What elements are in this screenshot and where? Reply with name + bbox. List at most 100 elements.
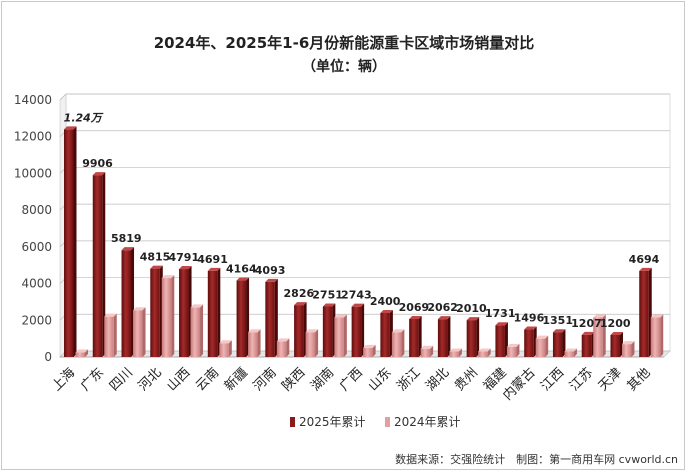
- x-tick-label: 山东: [366, 365, 395, 394]
- bar-2025-side: [447, 316, 451, 357]
- data-label: 4694: [629, 253, 660, 266]
- bar-2024-side: [573, 348, 577, 357]
- bar-2025-top: [351, 303, 365, 307]
- x-tick-label: 上海: [49, 365, 78, 394]
- bar-2024: [305, 332, 316, 357]
- bar-2025-top: [409, 316, 422, 320]
- data-label: 2400: [370, 295, 401, 308]
- bar-2024-side: [487, 348, 491, 357]
- bar-2024: [420, 348, 431, 357]
- bar-2024-side: [343, 314, 347, 357]
- x-tick-label: 广东: [78, 365, 107, 394]
- bar-2025-side: [562, 329, 566, 357]
- data-label: 4093: [255, 264, 286, 277]
- data-label: 1200: [600, 317, 631, 330]
- bar-2024-top: [219, 340, 232, 344]
- x-tick-label: 江苏: [566, 365, 596, 395]
- y-tick-label: 2000: [21, 313, 52, 327]
- x-tick-label: 江西: [538, 365, 567, 394]
- bar-2025-side: [476, 317, 480, 357]
- bar-2024: [363, 347, 373, 357]
- bar-2024-side: [257, 329, 261, 357]
- x-tick-label: 广西: [337, 365, 366, 394]
- bar-2024-side: [85, 349, 88, 357]
- bar-2025-top: [150, 265, 163, 269]
- bar-2025: [150, 268, 160, 357]
- bar-2025: [207, 270, 218, 357]
- bar-2024: [506, 346, 517, 357]
- bar-2025-top: [639, 267, 652, 271]
- bar-2024-side: [401, 329, 405, 357]
- bar-2024-side: [602, 314, 606, 357]
- bar-2024-top: [305, 329, 319, 333]
- bar-2025: [64, 129, 74, 357]
- bar-2025-top: [294, 302, 307, 306]
- y-tick-label: 12000: [14, 130, 52, 144]
- x-tick-label: 河北: [136, 365, 165, 394]
- bar-2025: [179, 269, 189, 357]
- x-tick-label: 贵州: [452, 365, 481, 394]
- data-label: 2062: [427, 301, 458, 314]
- data-label: 1207: [571, 317, 602, 330]
- data-label: 1.24万: [64, 111, 104, 124]
- bar-2024-side: [660, 314, 664, 357]
- bar-2024-side: [315, 329, 319, 357]
- bar-2025: [351, 306, 362, 357]
- data-label: 4791: [168, 251, 199, 264]
- bar-2024-top: [420, 345, 434, 349]
- bar-2025-side: [73, 126, 77, 357]
- bar-2024-side: [228, 340, 232, 357]
- bar-2025-top: [236, 277, 250, 281]
- bar-2025-top: [322, 303, 336, 307]
- bar-2025-top: [610, 331, 623, 335]
- bar-2024: [104, 316, 114, 357]
- bar-2024-top: [593, 314, 606, 318]
- bar-2024: [133, 310, 143, 357]
- data-label: 2010: [456, 302, 487, 315]
- bar-2024-top: [334, 314, 347, 318]
- bar-2024-side: [372, 344, 376, 357]
- legend-label-2025: 2025年累计: [299, 415, 366, 429]
- chart-title: 2024年、2025年1-6月份新能源重卡区域市场销量对比: [153, 34, 535, 52]
- bar-2024: [161, 278, 172, 357]
- bar-2024: [276, 341, 287, 357]
- bar-2024: [219, 343, 229, 357]
- legend-label-2024: 2024年累计: [394, 415, 461, 429]
- bar-2024-side: [142, 307, 146, 357]
- data-label: 9906: [82, 157, 113, 170]
- x-tick-label: 河南: [250, 365, 280, 395]
- bar-2025-top: [524, 326, 537, 330]
- bar-2024: [248, 332, 258, 357]
- data-label: 4691: [197, 253, 228, 266]
- bar-2024: [621, 344, 632, 357]
- bar-2024-side: [113, 313, 117, 357]
- bar-2024-top: [391, 329, 405, 333]
- bar-2024-top: [535, 335, 549, 339]
- bar-2024: [650, 317, 661, 357]
- data-label: 1496: [514, 312, 545, 325]
- bar-2025-side: [274, 278, 278, 357]
- bar-2025: [121, 250, 132, 357]
- bar-2025: [409, 319, 419, 357]
- bar-2024: [535, 338, 546, 357]
- x-tick-label: 山西: [164, 365, 193, 394]
- bar-2024-top: [478, 348, 491, 352]
- bar-2025: [380, 312, 390, 357]
- bar-2025: [639, 270, 649, 357]
- bar-2024-side: [286, 338, 290, 357]
- bar-2025: [437, 319, 448, 357]
- bar-2025: [524, 329, 534, 357]
- y-tick-label: 8000: [21, 203, 52, 217]
- bar-2024-top: [75, 349, 88, 353]
- bar-2024-top: [449, 348, 462, 352]
- bar-2025-side: [418, 316, 422, 357]
- x-tick-label: 浙江: [394, 365, 423, 394]
- bar-2025-top: [92, 172, 106, 176]
- bar-2024-side: [200, 304, 204, 357]
- bar-2024-top: [104, 313, 117, 317]
- chart-subtitle: （单位：辆）: [302, 59, 386, 75]
- bar-2025: [236, 280, 247, 357]
- data-label: 5819: [111, 232, 142, 245]
- data-label: 1731: [485, 307, 516, 320]
- bar-2025-top: [466, 317, 480, 321]
